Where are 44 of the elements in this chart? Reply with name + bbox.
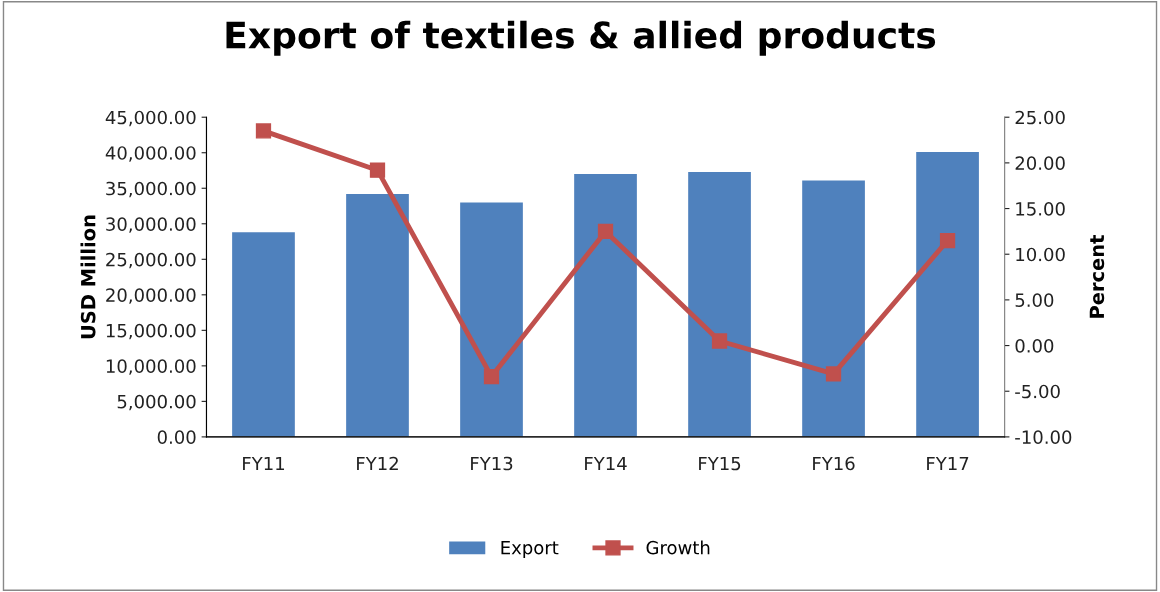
- bar: [346, 193, 409, 437]
- y2-tick-label: -10.00: [1015, 430, 1072, 445]
- point: [483, 368, 500, 385]
- y-tick-label: 40,000.00: [105, 146, 196, 162]
- x-tick-label: FY13: [471, 456, 513, 471]
- y-axis-title: USD Million: [80, 215, 96, 339]
- y-tick-label: 10,000.00: [106, 359, 196, 375]
- chart-title: Export of textiles & allied products: [226, 20, 936, 56]
- point: [369, 162, 386, 178]
- point: [939, 232, 956, 249]
- bar: [574, 174, 637, 437]
- x-tick-label: FY16: [813, 456, 855, 471]
- legend-label: Growth: [646, 540, 710, 555]
- y2-tick-label: 0.00: [1015, 339, 1054, 353]
- bar: [232, 232, 295, 437]
- point: [825, 366, 842, 382]
- y2-tick-label: 5.00: [1015, 293, 1054, 308]
- y2-tick-label: 20.00: [1015, 156, 1065, 170]
- y-tick-label: 35,000.00: [106, 181, 196, 198]
- x-tick-label: FY12: [357, 456, 398, 471]
- x-tick-label: FY14: [585, 456, 627, 471]
- point: [597, 223, 614, 240]
- x-tick-label: FY17: [927, 456, 969, 471]
- point: [255, 123, 272, 139]
- y-tick-label: 45,000.00: [105, 110, 196, 127]
- bar: [688, 171, 751, 437]
- y-tick-label: 30,000.00: [106, 217, 196, 233]
- bar: [802, 180, 865, 437]
- bar: [460, 202, 523, 437]
- y2-tick-label: 10.00: [1016, 247, 1065, 262]
- y2-tick-label: 25.00: [1015, 110, 1065, 125]
- bar: [916, 152, 979, 437]
- y2-axis-title: Percent: [1089, 235, 1105, 318]
- x-tick-label: FY11: [243, 456, 285, 471]
- y2-tick-label: -5.00: [1015, 384, 1060, 399]
- y2-tick-label: 15.00: [1016, 202, 1065, 216]
- legend-label: Export: [501, 541, 559, 558]
- y-tick-label: 0.00: [157, 430, 196, 445]
- y-tick-label: 5,000.00: [117, 394, 196, 411]
- point: [711, 333, 728, 349]
- y-tick-label: 20,000.00: [106, 288, 196, 304]
- x-tick-label: FY15: [699, 456, 741, 471]
- y-tick-label: 25,000.00: [106, 252, 196, 269]
- y-tick-label: 15,000.00: [106, 323, 196, 340]
